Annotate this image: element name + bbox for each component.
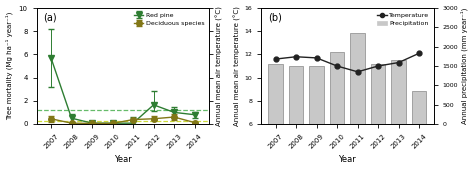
Temperature	[334, 65, 340, 67]
Y-axis label: Tree mortality (Mg ha⁻¹ year⁻¹): Tree mortality (Mg ha⁻¹ year⁻¹)	[6, 12, 13, 120]
Y-axis label: Annual mean air temperature (°C): Annual mean air temperature (°C)	[216, 6, 223, 126]
Temperature	[375, 65, 381, 67]
Y-axis label: Annual mean air temperature (°C): Annual mean air temperature (°C)	[234, 6, 241, 126]
Bar	[392, 60, 406, 124]
X-axis label: Year: Year	[114, 155, 132, 164]
Bar	[289, 66, 303, 124]
Legend: Temperature, Precipitation: Temperature, Precipitation	[376, 11, 430, 28]
Bar	[330, 53, 344, 124]
Bar	[350, 33, 365, 124]
Line: Temperature: Temperature	[273, 51, 421, 74]
Bar	[371, 64, 385, 124]
Bar	[268, 64, 283, 124]
Temperature	[396, 62, 401, 64]
X-axis label: Year: Year	[338, 155, 356, 164]
Temperature	[273, 58, 278, 60]
Text: (b): (b)	[268, 13, 282, 23]
Temperature	[314, 57, 319, 59]
Legend: Red pine, Deciduous species: Red pine, Deciduous species	[133, 11, 206, 28]
Bar	[412, 91, 426, 124]
Text: (a): (a)	[44, 13, 57, 23]
Y-axis label: Annual precipitation (mm year⁻¹): Annual precipitation (mm year⁻¹)	[461, 8, 468, 124]
Bar	[310, 66, 324, 124]
Temperature	[355, 71, 360, 73]
Temperature	[416, 52, 422, 54]
Temperature	[293, 56, 299, 58]
